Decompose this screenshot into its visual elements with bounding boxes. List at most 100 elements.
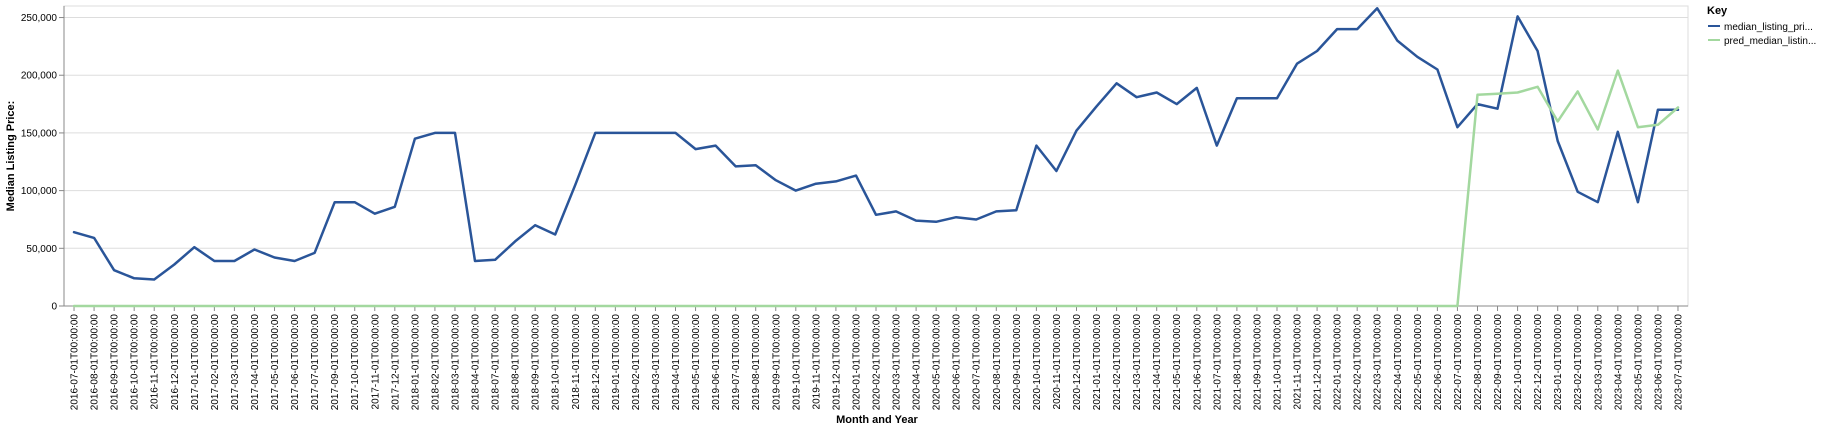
x-tick-label: 2020-05-01T00:00:00 [932, 314, 943, 411]
x-tick-label: 2019-03-01T00:00:00 [651, 314, 662, 411]
x-tick-label: 2020-11-01T00:00:00 [1052, 314, 1063, 410]
x-tick-label: 2018-07-01T00:00:00 [491, 314, 502, 411]
x-tick-label: 2022-07-01T00:00:00 [1453, 314, 1464, 411]
x-tick-label: 2018-01-01T00:00:00 [410, 314, 421, 411]
x-tick-label: 2018-08-01T00:00:00 [511, 314, 522, 411]
y-tick-label: 200,000 [21, 71, 58, 82]
x-tick-label: 2020-07-01T00:00:00 [972, 314, 983, 411]
x-tick-label: 2019-12-01T00:00:00 [831, 314, 842, 411]
x-tick-label: 2021-09-01T00:00:00 [1252, 314, 1263, 411]
x-tick-label: 2019-05-01T00:00:00 [691, 314, 702, 411]
x-tick-label: 2017-12-01T00:00:00 [390, 314, 401, 411]
x-tick-label: 2019-01-01T00:00:00 [611, 314, 622, 411]
x-tick-label: 2019-11-01T00:00:00 [811, 314, 822, 410]
y-tick-label: 100,000 [21, 186, 58, 197]
x-tick-label: 2017-11-01T00:00:00 [370, 314, 381, 410]
y-tick-label: 150,000 [21, 128, 58, 139]
x-tick-label: 2023-06-01T00:00:00 [1653, 314, 1664, 411]
x-tick-label: 2021-05-01T00:00:00 [1172, 314, 1183, 411]
legend-label-pred: pred_median_listin... [1724, 36, 1816, 47]
x-tick-label: 2020-09-01T00:00:00 [1012, 314, 1023, 411]
x-tick-label: 2023-03-01T00:00:00 [1593, 314, 1604, 411]
series-lines [72, 7, 1680, 308]
x-tick-label: 2022-08-01T00:00:00 [1473, 314, 1484, 411]
x-tick-label: 2023-07-01T00:00:00 [1673, 314, 1684, 411]
x-tick-label: 2018-10-01T00:00:00 [551, 314, 562, 411]
x-tick-label: 2022-04-01T00:00:00 [1393, 314, 1404, 411]
x-tick-label: 2022-02-01T00:00:00 [1353, 314, 1364, 411]
x-tick-label: 2017-05-01T00:00:00 [270, 314, 281, 411]
x-tick-label: 2016-11-01T00:00:00 [150, 314, 161, 410]
axes: 0 50,000 100,000 150,000 200,000 250,000 2016-… [21, 6, 1688, 410]
x-tick-label: 2021-04-01T00:00:00 [1152, 314, 1163, 411]
x-tick-label: 2018-02-01T00:00:00 [430, 314, 441, 411]
y-tick-label: 0 [51, 302, 57, 313]
x-tick-label: 2017-03-01T00:00:00 [230, 314, 241, 411]
x-tick-label: 2022-10-01T00:00:00 [1513, 314, 1524, 411]
x-tick-label: 2021-02-01T00:00:00 [1112, 314, 1123, 411]
x-tick-label: 2020-12-01T00:00:00 [1072, 314, 1083, 411]
x-tick-label: 2020-01-01T00:00:00 [851, 314, 862, 411]
x-tick-label: 2019-07-01T00:00:00 [731, 314, 742, 411]
series-line-pred [72, 69, 1680, 308]
x-tick-label: 2018-03-01T00:00:00 [450, 314, 461, 411]
x-tick-label: 2018-04-01T00:00:00 [471, 314, 482, 411]
plot-frame [63, 5, 1689, 307]
x-tick-label: 2019-02-01T00:00:00 [631, 314, 642, 411]
x-tick-label: 2022-05-01T00:00:00 [1413, 314, 1424, 411]
x-tick-label: 2018-11-01T00:00:00 [571, 314, 582, 410]
legend-entry-median[interactable]: median_listing_pri... [1708, 22, 1813, 33]
legend-title: Key [1707, 5, 1728, 17]
x-tick-label: 2022-01-01T00:00:00 [1333, 314, 1344, 411]
y-axis-title: Median Listing Price: [5, 101, 17, 212]
x-tick-label: 2017-02-01T00:00:00 [210, 314, 221, 411]
x-tick-label: 2016-10-01T00:00:00 [130, 314, 141, 411]
x-tick-label: 2023-02-01T00:00:00 [1573, 314, 1584, 411]
series-line-median [72, 7, 1680, 281]
x-tick-label: 2020-06-01T00:00:00 [952, 314, 963, 411]
x-tick-label: 2021-03-01T00:00:00 [1132, 314, 1143, 411]
x-tick-label: 2021-08-01T00:00:00 [1232, 314, 1243, 411]
y-tick-label: 50,000 [26, 244, 57, 255]
x-tick-label: 2020-10-01T00:00:00 [1032, 314, 1043, 411]
x-axis-title: Month and Year [836, 414, 918, 426]
x-tick-label: 2016-09-01T00:00:00 [110, 314, 121, 411]
x-tick-label: 2018-12-01T00:00:00 [591, 314, 602, 411]
x-tick-label: 2018-09-01T00:00:00 [531, 314, 542, 411]
x-tick-label: 2017-10-01T00:00:00 [350, 314, 361, 411]
x-tick-label: 2023-01-01T00:00:00 [1553, 314, 1564, 411]
x-tick-label: 2019-06-01T00:00:00 [711, 314, 722, 411]
x-tick-label: 2019-08-01T00:00:00 [751, 314, 762, 411]
legend: Key median_listing_pri... pred_median_li… [1707, 5, 1816, 47]
x-tick-label: 2022-06-01T00:00:00 [1433, 314, 1444, 411]
x-tick-label: 2021-01-01T00:00:00 [1092, 314, 1103, 411]
x-tick-label: 2016-07-01T00:00:00 [70, 314, 81, 411]
x-tick-label: 2016-12-01T00:00:00 [170, 314, 181, 411]
x-tick-label: 2020-02-01T00:00:00 [872, 314, 883, 411]
x-tick-label: 2023-04-01T00:00:00 [1613, 314, 1624, 411]
legend-entry-pred[interactable]: pred_median_listin... [1708, 36, 1816, 47]
x-tick-label: 2019-09-01T00:00:00 [771, 314, 782, 411]
x-tick-label: 2017-09-01T00:00:00 [330, 314, 341, 411]
x-tick-label: 2021-06-01T00:00:00 [1192, 314, 1203, 411]
x-tick-label: 2017-07-01T00:00:00 [310, 314, 321, 411]
x-tick-label: 2020-03-01T00:00:00 [892, 314, 903, 411]
x-tick-label: 2021-10-01T00:00:00 [1272, 314, 1283, 411]
x-tick-label: 2021-07-01T00:00:00 [1212, 314, 1223, 411]
grid-lines [63, 5, 1689, 307]
x-tick-label: 2020-04-01T00:00:00 [912, 314, 923, 411]
x-tick-label: 2017-06-01T00:00:00 [290, 314, 301, 411]
x-tick-label: 2019-04-01T00:00:00 [671, 314, 682, 411]
x-tick-label: 2021-11-01T00:00:00 [1293, 314, 1304, 410]
x-tick-label: 2023-05-01T00:00:00 [1633, 314, 1644, 411]
y-tick-label: 250,000 [21, 13, 58, 24]
x-tick-label: 2019-10-01T00:00:00 [791, 314, 802, 411]
x-tick-label: 2017-01-01T00:00:00 [190, 314, 201, 411]
x-tick-label: 2017-04-01T00:00:00 [250, 314, 261, 411]
legend-label-median: median_listing_pri... [1724, 22, 1813, 33]
x-tick-label: 2022-12-01T00:00:00 [1533, 314, 1544, 411]
x-tick-label: 2022-03-01T00:00:00 [1373, 314, 1384, 411]
x-tick-label: 2020-08-01T00:00:00 [992, 314, 1003, 411]
